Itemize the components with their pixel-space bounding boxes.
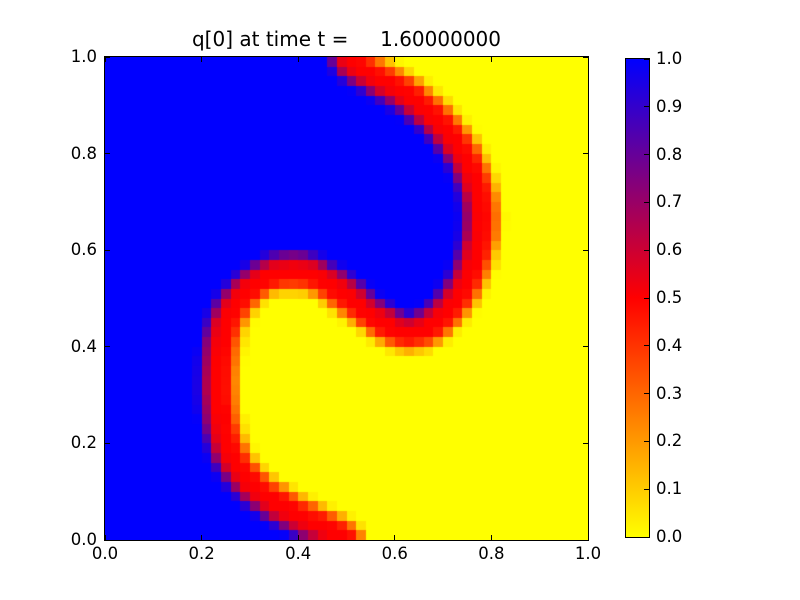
y-tick-right <box>583 153 588 155</box>
colorbar-tick <box>644 440 649 442</box>
y-tick-label: 1.0 <box>70 47 97 66</box>
colorbar-tick <box>644 297 649 299</box>
colorbar-tick <box>644 106 649 108</box>
colorbar-tick-label: 0.8 <box>656 144 683 164</box>
x-tick-label: 0.2 <box>188 544 215 563</box>
colorbar-tick <box>644 249 649 251</box>
colorbar-tick-label: 0.4 <box>656 335 683 355</box>
y-tick-right <box>583 56 588 58</box>
colorbar-tick <box>644 58 649 60</box>
plot-title: q[0] at time t = 1.60000000 <box>191 27 501 51</box>
colorbar-tick <box>644 536 649 538</box>
colorbar-tick <box>644 201 649 203</box>
y-tick-right <box>583 539 588 541</box>
y-tick-label: 0.4 <box>70 336 97 356</box>
colorbar-tick-label: 1.0 <box>656 49 683 68</box>
y-tick <box>105 442 110 444</box>
y-tick-label: 0.8 <box>70 143 97 163</box>
x-tick <box>201 535 203 540</box>
y-tick <box>105 346 110 348</box>
y-tick <box>105 153 110 155</box>
x-tick-top <box>297 57 299 62</box>
y-tick <box>105 539 110 541</box>
colorbar-tick-label: 0.6 <box>656 240 683 260</box>
y-tick-right <box>583 249 588 251</box>
y-tick-right <box>583 346 588 348</box>
colorbar-tick-label: 0.0 <box>656 527 683 546</box>
y-tick-label: 0.2 <box>70 433 97 453</box>
colorbar-tick <box>644 393 649 395</box>
colorbar-tick-label: 0.2 <box>656 431 683 451</box>
y-tick-right <box>583 442 588 444</box>
colorbar-tick <box>644 488 649 490</box>
colorbar-gradient <box>626 59 649 537</box>
colorbar-tick-label: 0.9 <box>656 96 683 116</box>
x-tick <box>394 535 396 540</box>
colorbar-tick-label: 0.5 <box>656 288 683 307</box>
colorbar <box>625 58 650 538</box>
y-tick <box>105 56 110 58</box>
x-tick-top <box>104 57 106 62</box>
x-tick <box>587 535 589 540</box>
x-tick-top <box>490 57 492 62</box>
x-tick-top <box>587 57 589 62</box>
x-tick-top <box>394 57 396 62</box>
heatmap-canvas <box>105 57 588 540</box>
x-tick <box>297 535 299 540</box>
colorbar-tick <box>644 154 649 156</box>
heatmap-axes <box>104 56 589 541</box>
colorbar-tick-label: 0.3 <box>656 383 683 403</box>
y-tick-label: 0.6 <box>70 240 97 260</box>
colorbar-tick-label: 0.7 <box>656 192 683 212</box>
y-tick <box>105 249 110 251</box>
x-tick-label: 0.0 <box>91 544 119 563</box>
x-tick-label: 0.6 <box>381 544 408 563</box>
colorbar-tick <box>644 345 649 347</box>
y-tick-label: 0.0 <box>70 530 97 549</box>
x-tick-label: 1.0 <box>574 544 602 563</box>
x-tick-label: 0.8 <box>478 544 505 563</box>
x-tick-top <box>201 57 203 62</box>
x-tick <box>490 535 492 540</box>
colorbar-tick-label: 0.1 <box>656 479 683 499</box>
x-tick-label: 0.4 <box>285 544 312 563</box>
x-tick <box>104 535 106 540</box>
